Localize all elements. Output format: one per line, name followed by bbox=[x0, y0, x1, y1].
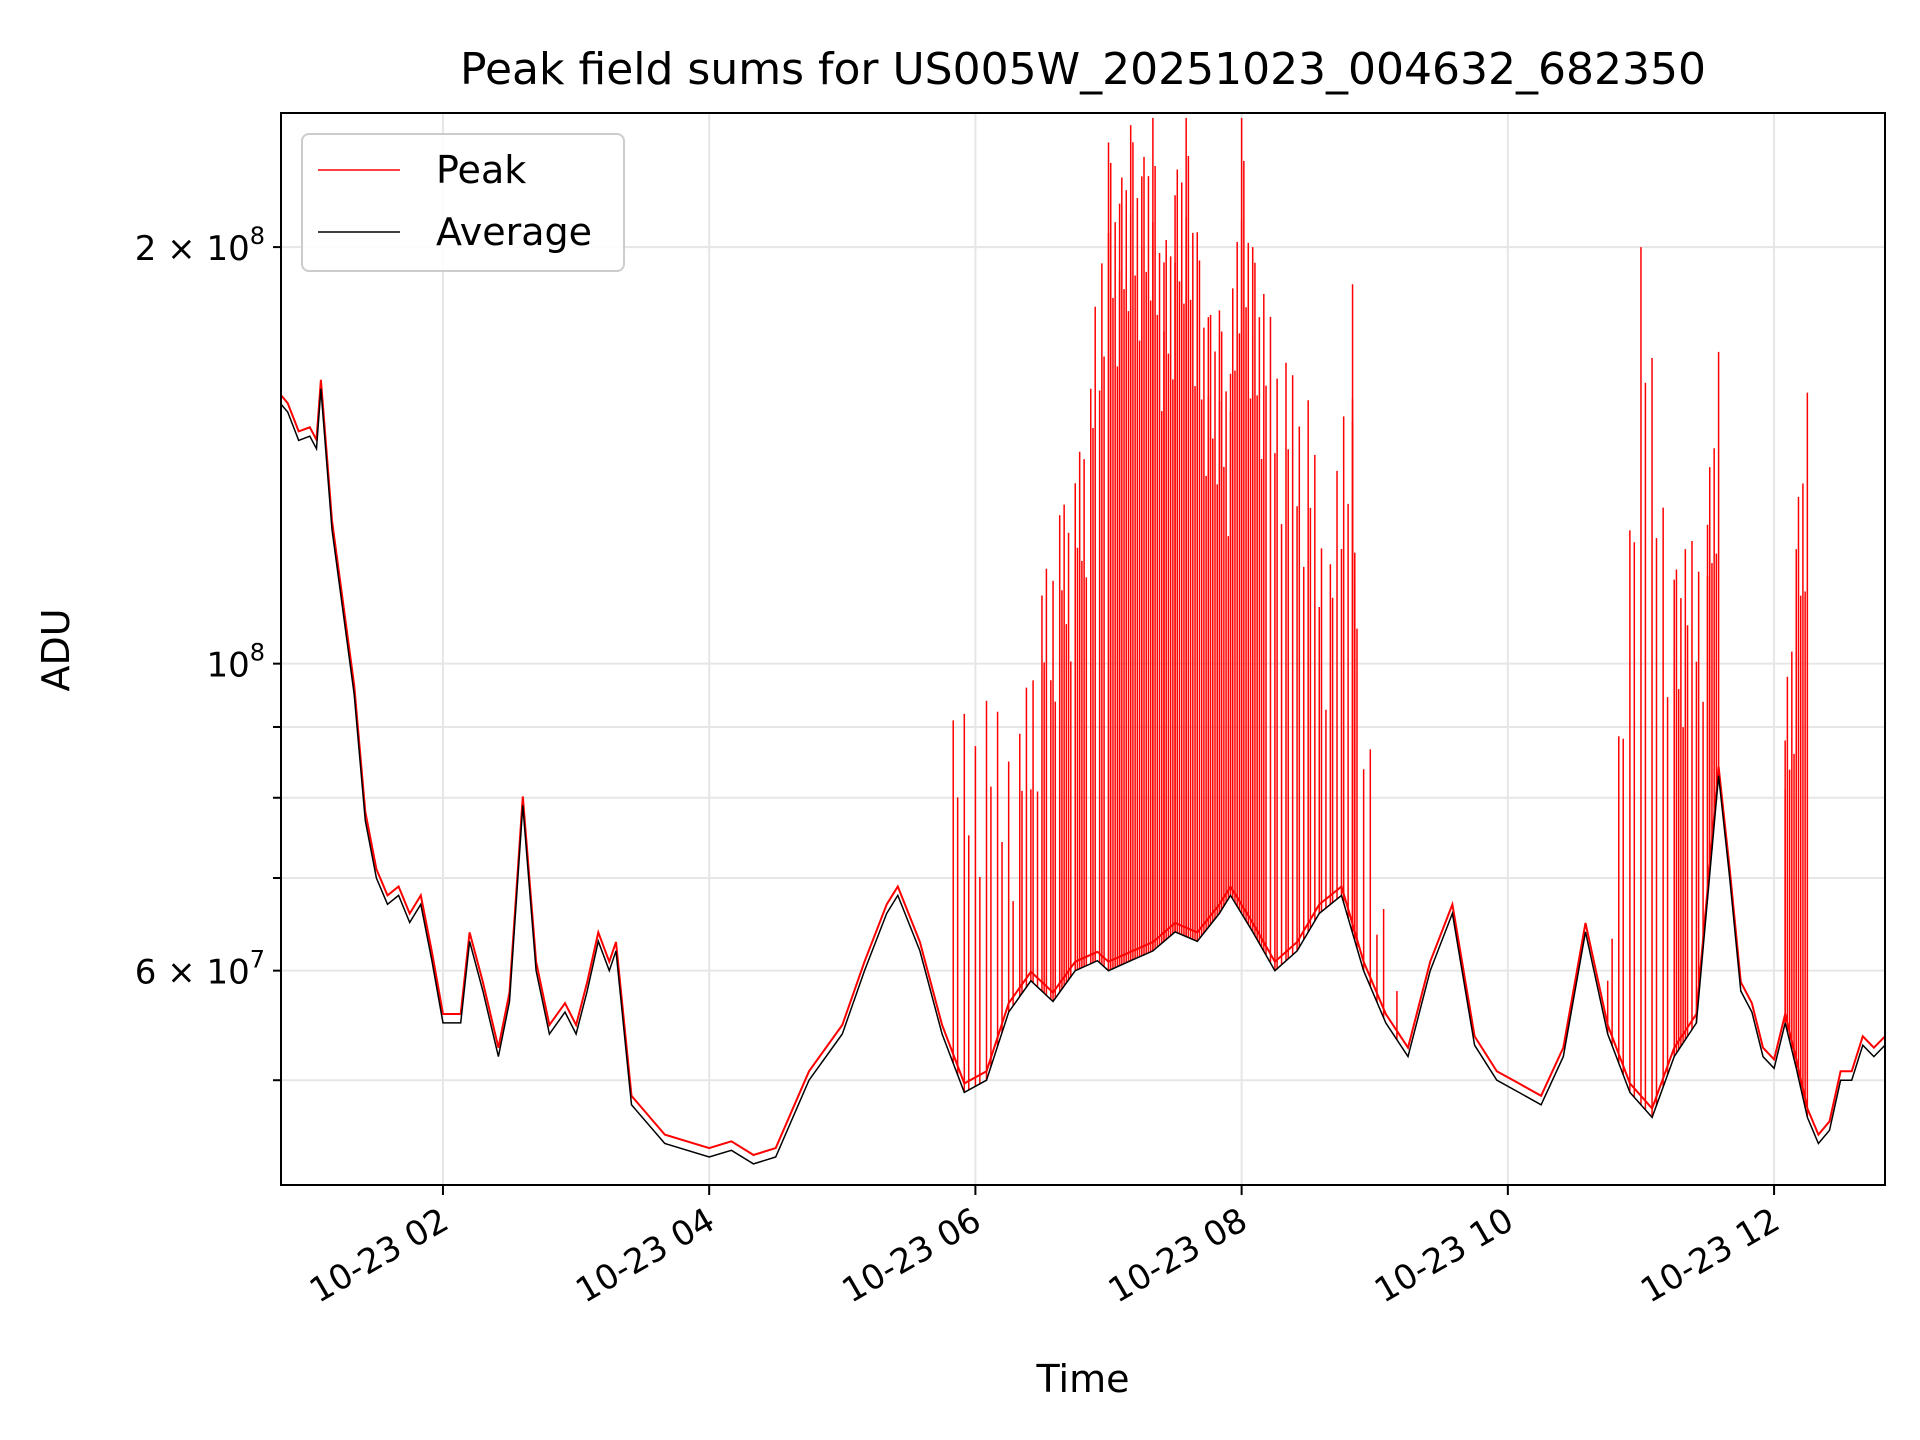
legend-label-average: Average bbox=[436, 210, 592, 254]
series-peak bbox=[952, 117, 1809, 1118]
chart-title: Peak field sums for US005W_20251023_0046… bbox=[460, 44, 1706, 95]
y-tick-label: 108 bbox=[206, 639, 265, 686]
legend-box bbox=[301, 133, 625, 272]
y-tick-label: 6 × 107 bbox=[135, 946, 265, 993]
plot-frame bbox=[280, 112, 1886, 1186]
series-average bbox=[281, 388, 1885, 1165]
y-axis: 6 × 107 108 2 × 108 bbox=[135, 222, 281, 1082]
x-axis-label: Time bbox=[1036, 1357, 1130, 1401]
series-layer bbox=[281, 117, 1885, 1165]
legend: Peak Average bbox=[301, 133, 625, 272]
y-axis-label: ADU bbox=[34, 608, 78, 691]
y-tick-label: 2 × 108 bbox=[135, 222, 265, 269]
legend-label-peak: Peak bbox=[436, 148, 526, 192]
